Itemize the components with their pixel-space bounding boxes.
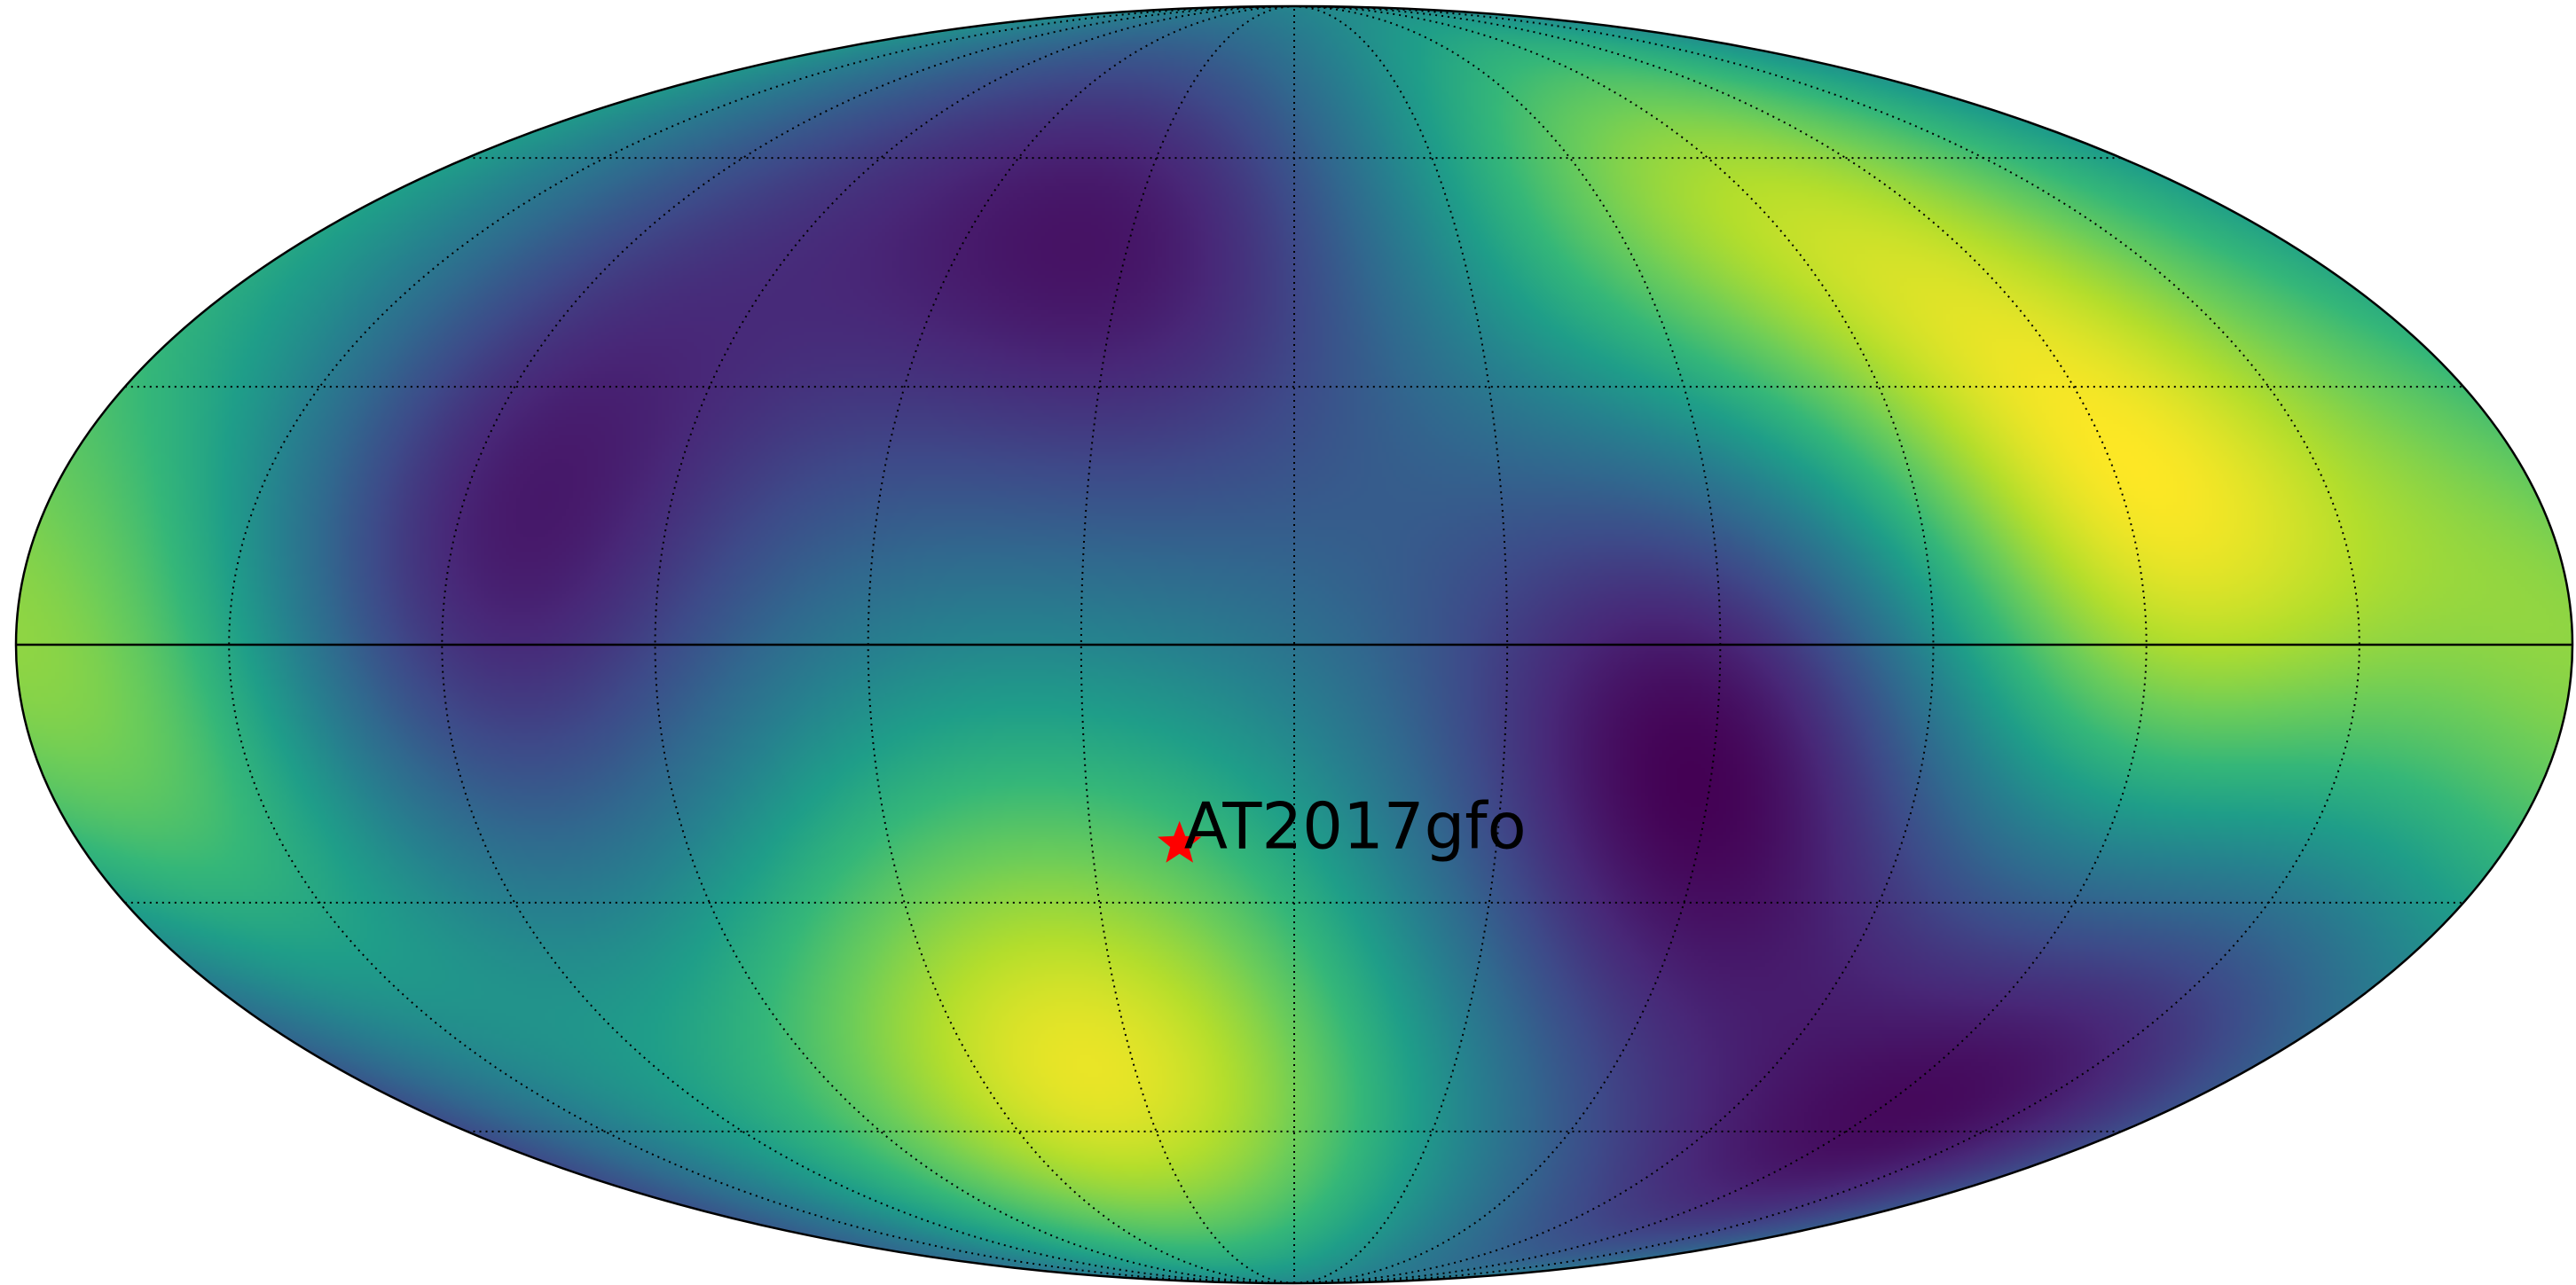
map-border bbox=[14, 4, 2574, 1285]
source-label: AT2017gfo bbox=[1184, 789, 1527, 864]
source-star-marker bbox=[1158, 820, 1202, 863]
source: AT2017gfo bbox=[1158, 789, 1527, 864]
